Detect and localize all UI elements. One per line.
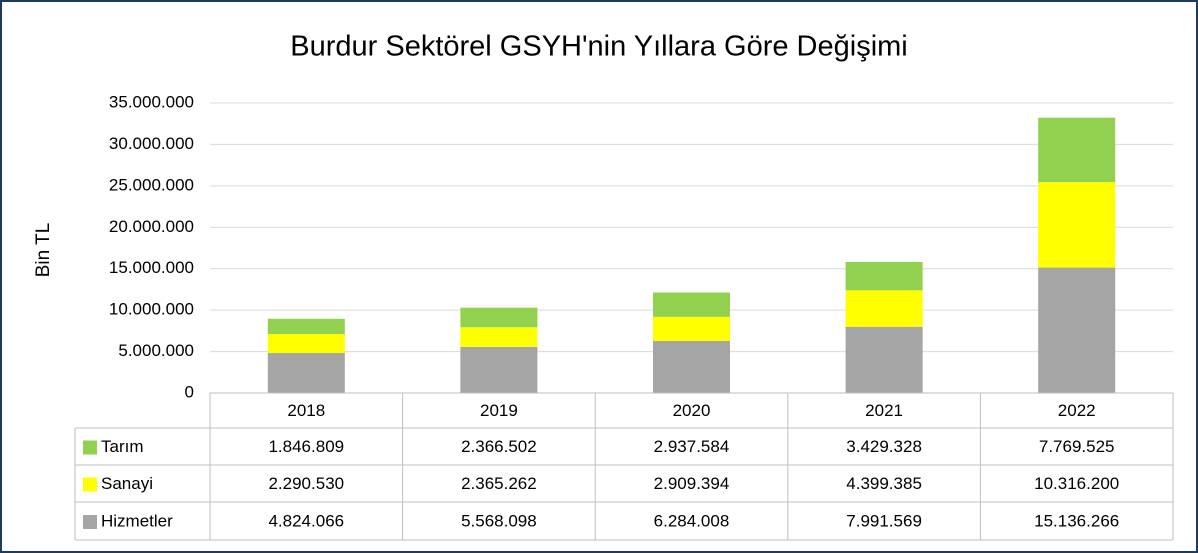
bar-segment — [845, 261, 923, 291]
y-axis-label: Bin TL — [33, 223, 54, 278]
bar-segment — [845, 326, 923, 393]
legend-label: Sanayi — [101, 474, 153, 493]
x-tick-label: 2018 — [287, 401, 325, 420]
bar-segment — [460, 327, 538, 347]
table-value: 2.366.502 — [461, 437, 537, 456]
bar-segment — [652, 316, 731, 341]
bar-segment — [460, 346, 538, 393]
y-tick-label: 30.000.000 — [109, 134, 194, 153]
bar-segment — [460, 307, 538, 328]
table-value: 2.909.394 — [654, 474, 730, 493]
table-value: 7.991.569 — [846, 511, 922, 530]
y-tick-label: 0 — [185, 382, 194, 401]
bar-segment — [267, 334, 345, 354]
table-value: 2.365.262 — [461, 474, 537, 493]
table-value: 6.284.008 — [654, 511, 730, 530]
bar-segment — [267, 318, 345, 335]
legend-label: Hizmetler — [101, 511, 173, 530]
table-value: 1.846.809 — [268, 437, 344, 456]
bar-segment — [1038, 267, 1116, 393]
bar-segment — [845, 290, 923, 327]
table-value: 2.937.584 — [654, 437, 730, 456]
y-tick-label: 15.000.000 — [109, 258, 194, 277]
x-tick-label: 2019 — [480, 401, 518, 420]
x-tick-label: 2022 — [1058, 401, 1096, 420]
x-tick-label: 2020 — [673, 401, 711, 420]
table-value: 4.824.066 — [268, 511, 344, 530]
bar-segment — [267, 353, 345, 393]
table-value: 5.568.098 — [461, 511, 537, 530]
legend-label: Tarım — [101, 437, 144, 456]
table-value: 7.769.525 — [1039, 437, 1115, 456]
table-value: 10.316.200 — [1034, 474, 1119, 493]
bar-segment — [652, 292, 731, 317]
table-value: 4.399.385 — [846, 474, 922, 493]
y-tick-label: 5.000.000 — [118, 341, 194, 360]
y-tick-label: 25.000.000 — [109, 175, 194, 194]
legend-key — [83, 440, 97, 455]
legend-key — [83, 515, 97, 529]
bar-segment — [652, 340, 731, 393]
x-tick-label: 2021 — [865, 401, 903, 420]
chart-title: Burdur Sektörel GSYH'nin Yıllara Göre De… — [290, 31, 907, 63]
bar-segment — [1038, 182, 1116, 268]
table-value: 3.429.328 — [846, 437, 922, 456]
table-value: 2.290.530 — [268, 474, 344, 493]
y-tick-label: 35.000.000 — [109, 92, 194, 111]
table-value: 15.136.266 — [1034, 511, 1119, 530]
bar-segment — [1038, 117, 1116, 183]
legend-key — [83, 477, 97, 492]
y-tick-label: 10.000.000 — [109, 300, 194, 319]
y-tick-label: 20.000.000 — [109, 217, 194, 236]
